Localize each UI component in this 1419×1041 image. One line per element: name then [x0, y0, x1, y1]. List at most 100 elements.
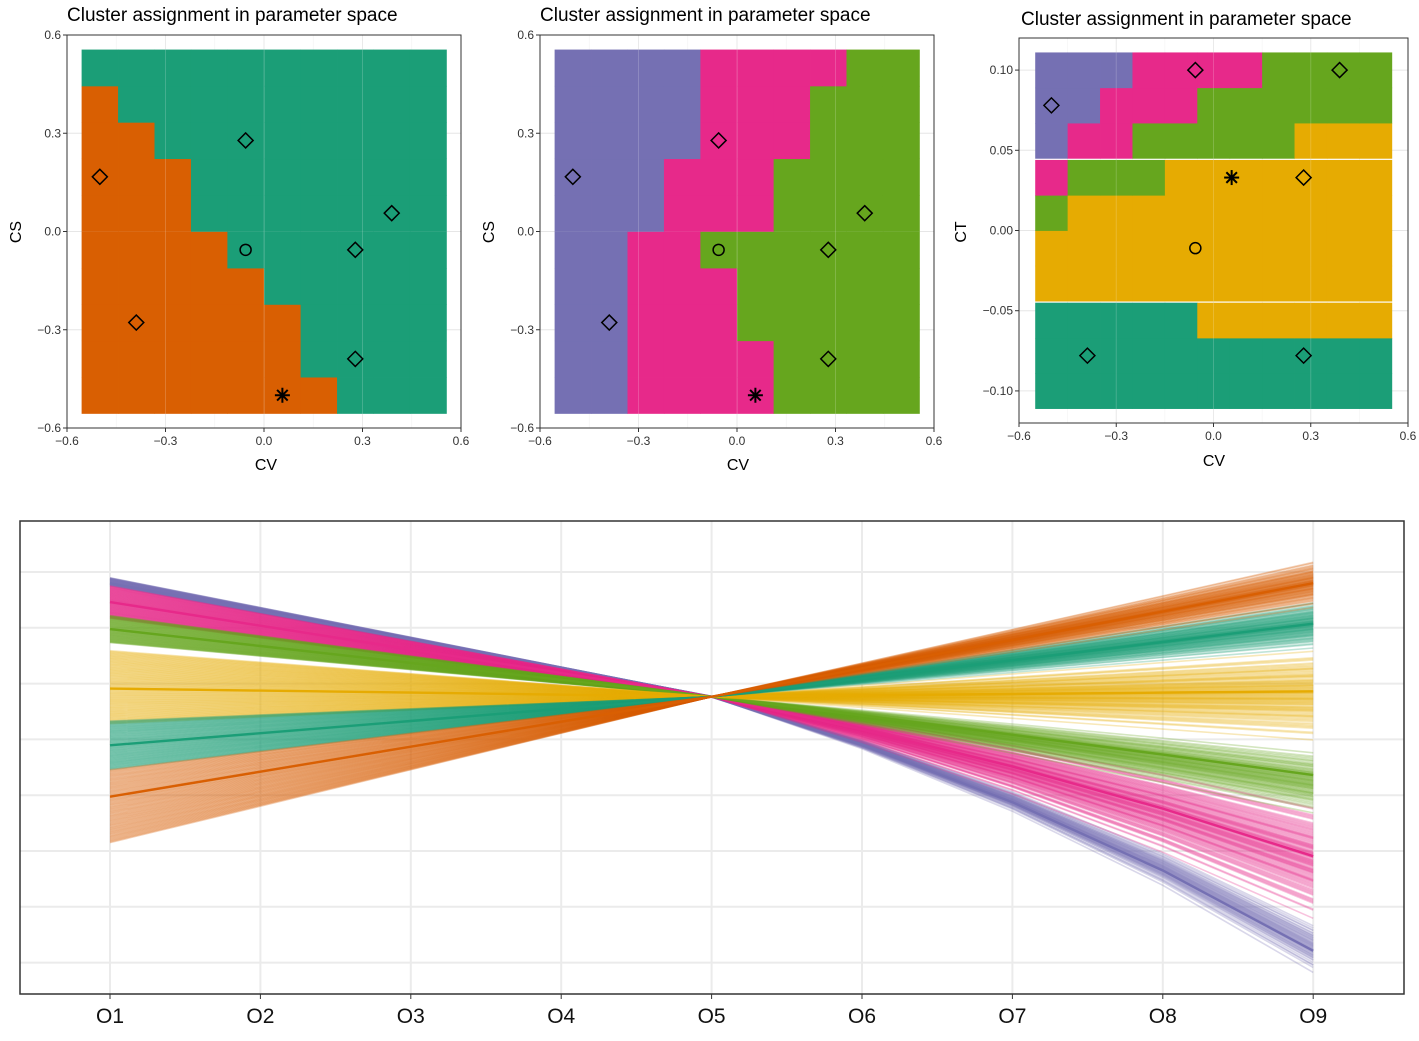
heatmap-tile: [1035, 159, 1069, 196]
heatmap-tile: [882, 231, 920, 269]
diamond-point: [856, 204, 874, 222]
heatmap-tile: [81, 340, 119, 378]
heatmap-tile: [300, 158, 338, 196]
x-tick-label: −0.3: [154, 434, 178, 448]
heatmap-tile: [810, 268, 847, 305]
heatmap-tile: [264, 340, 302, 378]
heatmap-tile: [190, 268, 228, 305]
circle-point: [1189, 241, 1202, 255]
heatmap-tile: [1262, 52, 1295, 89]
heatmap-tile: [882, 377, 920, 414]
heatmap-tile: [118, 377, 155, 414]
heatmap-tile: [373, 340, 411, 378]
heatmap-tile: [1035, 123, 1069, 159]
heatmap-tile: [554, 231, 592, 269]
heatmap-tile: [118, 268, 155, 305]
heatmap-tile: [1326, 265, 1360, 302]
y-tick-label: 0.3: [517, 126, 534, 140]
heatmap-tile: [591, 268, 628, 305]
heatmap-tile: [846, 122, 884, 160]
heatmap-tile: [882, 340, 920, 378]
heatmap-tile: [118, 194, 155, 232]
heatmap-tile: [663, 49, 701, 87]
heatmap-tile: [190, 85, 228, 123]
heatmap-tile: [227, 122, 265, 160]
heatmap-tile: [810, 158, 847, 196]
heatmap-tile: [1164, 265, 1198, 302]
heatmap-tile: [373, 122, 411, 160]
heatmap-tile: [1359, 195, 1393, 231]
heatmap-tile: [700, 158, 738, 196]
x-tick-label: 0.3: [827, 434, 844, 448]
heatmap-tile: [190, 158, 228, 196]
heatmap-tile: [1262, 159, 1295, 196]
heatmap-tile: [190, 231, 228, 269]
heatmap-tile: [1164, 195, 1198, 231]
diamond-point: [1078, 347, 1096, 365]
heatmap-tile: [1132, 337, 1166, 374]
heatmap-tile: [264, 194, 302, 232]
x-tick-label: O7: [998, 1005, 1026, 1028]
x-tick-label: 0.3: [354, 434, 371, 448]
heatmap-tile: [1359, 265, 1393, 302]
heatmap-tile: [1035, 337, 1069, 374]
heatmap-tile: [409, 49, 447, 87]
heatmap-tile: [810, 304, 847, 342]
heatmap-tile: [409, 304, 447, 342]
heatmap-tile: [591, 158, 628, 196]
y-tick-label: 0.6: [517, 28, 534, 42]
heatmap-tile: [773, 304, 811, 342]
heatmap-tile: [337, 304, 374, 342]
heatmap-tile: [154, 268, 192, 305]
heatmap-tile: [1262, 265, 1295, 302]
heatmap-tile: [1164, 87, 1198, 124]
y-tick-label: −0.6: [510, 421, 534, 435]
heatmap-tile: [737, 194, 775, 232]
heatmap-tile: [1326, 195, 1360, 231]
heatmap-tile: [1164, 373, 1198, 409]
y-tick-label: −0.10: [983, 384, 1014, 398]
heatmap-tile: [409, 231, 447, 269]
heatmap-tile: [1294, 195, 1328, 231]
heatmap-tile: [1100, 159, 1133, 196]
heatmap-tile: [1229, 230, 1263, 267]
heatmap-tile: [810, 231, 847, 269]
heatmap-tile: [118, 122, 155, 160]
heatmap-tile: [1326, 159, 1360, 196]
series-band: [109, 561, 1314, 844]
heatmap-tile: [1100, 230, 1133, 267]
heatmap-tile: [591, 231, 628, 269]
y-tick-label: 0.0: [44, 225, 61, 239]
x-tick-label: 0.6: [453, 434, 470, 448]
heatmap-tile: [264, 268, 302, 305]
diamond-point: [1186, 61, 1204, 79]
heatmap-tile: [1100, 87, 1133, 124]
heatmap-tile: [190, 340, 228, 378]
heatmap-tile: [1262, 123, 1295, 159]
heatmap-tile: [737, 85, 775, 123]
heatmap-tile: [1132, 195, 1166, 231]
y-axis-label: CS: [481, 221, 498, 243]
heatmap-tile: [882, 194, 920, 232]
x-tick-label: 0.6: [1400, 429, 1417, 443]
heatmap-tile: [1197, 195, 1231, 231]
heatmap-tile: [337, 122, 374, 160]
heatmap-tile: [1294, 52, 1328, 89]
heatmap-tile: [1164, 159, 1198, 196]
heatmap-tile: [227, 377, 265, 414]
heatmap-tile: [627, 49, 665, 87]
heatmap-tile: [1132, 265, 1166, 302]
heatmap-tile: [190, 304, 228, 342]
heatmap-tile: [118, 85, 155, 123]
y-tick-label: 0.0: [517, 225, 534, 239]
heatmap-tile: [300, 194, 338, 232]
heatmap-tile: [1262, 230, 1295, 267]
heatmap-tile: [700, 304, 738, 342]
heatmap-tile: [81, 158, 119, 196]
x-tick-label: O4: [547, 1005, 575, 1028]
heatmap-tile: [1229, 52, 1263, 89]
x-tick-label: −0.6: [528, 434, 552, 448]
heatmap-tile: [737, 304, 775, 342]
diamond-point: [819, 241, 837, 259]
heatmap-tile: [846, 268, 884, 305]
